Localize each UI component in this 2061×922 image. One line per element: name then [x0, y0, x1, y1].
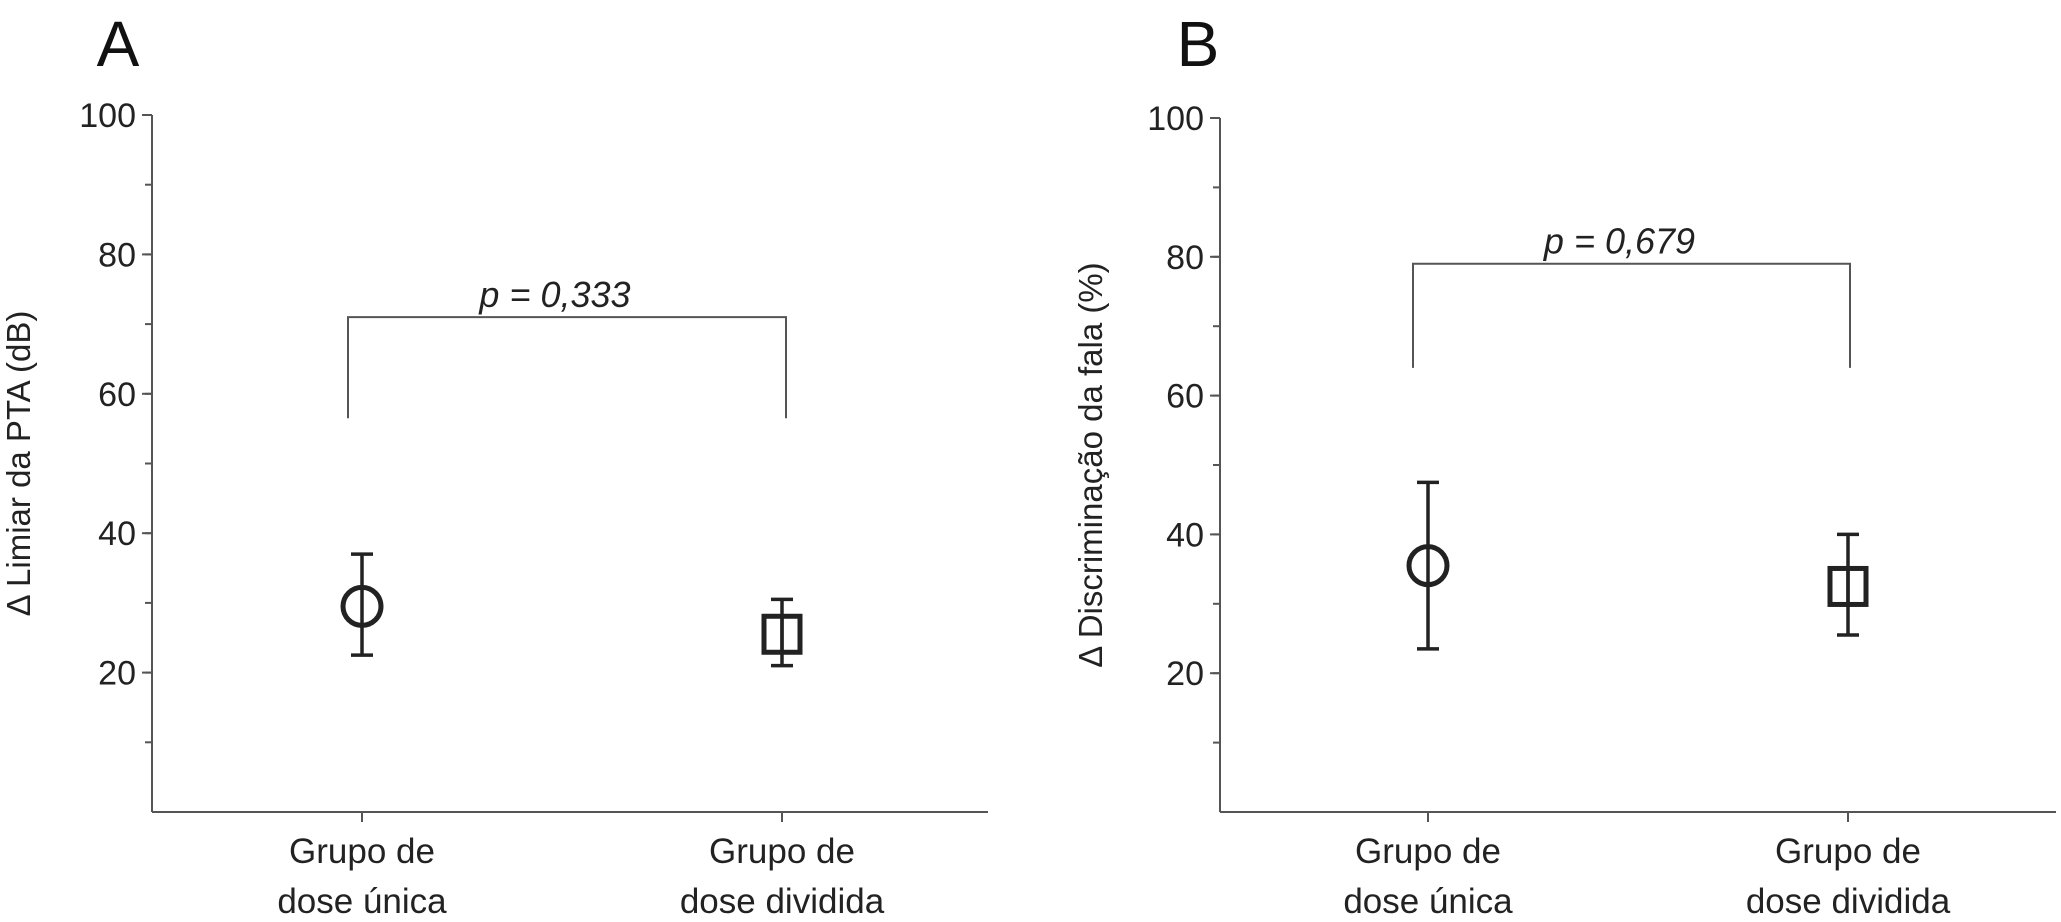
- y-tick-label: 20: [98, 655, 136, 693]
- panel-letter: A: [97, 8, 140, 80]
- category-label-line2: dose única: [1343, 882, 1513, 921]
- panel-a: A 20 40 60 80 100 Δ Limiar da PTA (dB) Grupo de…: [0, 8, 988, 921]
- category-label-line2: dose dividida: [680, 882, 885, 921]
- y-tick-label: 100: [79, 97, 136, 135]
- y-tick-label: 40: [98, 515, 136, 553]
- y-tick-label: 60: [1166, 378, 1204, 416]
- category-label-line2: dose única: [277, 882, 447, 921]
- category-label-line1: Grupo de: [709, 832, 855, 871]
- y-tick-label: 80: [1166, 239, 1204, 277]
- circle-marker: [340, 584, 384, 628]
- category-label-line1: Grupo de: [1775, 832, 1921, 871]
- data-point-circle: [340, 552, 384, 657]
- data-point-circle: [1406, 480, 1450, 651]
- category-label-line1: Grupo de: [1355, 832, 1501, 871]
- y-tick-label: 100: [1147, 100, 1204, 138]
- y-tick-label: 20: [1166, 655, 1204, 693]
- significance-bracket: [1412, 262, 1851, 368]
- circle-marker: [1406, 544, 1450, 588]
- panel-letter: B: [1177, 8, 1220, 80]
- y-axis-title: Δ Discriminação da fala (%): [1072, 262, 1109, 667]
- y-axis-title: Δ Limiar da PTA (dB): [0, 311, 37, 617]
- panel-b: B 20 40 60 80 100 Δ Discriminação da fala (%) G…: [1072, 8, 2056, 921]
- data-point-square: [1827, 532, 1869, 637]
- p-value-label: p = 0,333: [478, 274, 630, 315]
- y-tick-label: 80: [98, 236, 136, 274]
- category-label-line1: Grupo de: [289, 832, 435, 871]
- y-tick-label: 60: [98, 376, 136, 414]
- data-point-square: [761, 597, 803, 668]
- significance-bracket: [347, 316, 787, 419]
- category-label-line2: dose dividida: [1746, 882, 1951, 921]
- y-tick-label: 40: [1166, 516, 1204, 554]
- p-value-label: p = 0,679: [1543, 221, 1695, 262]
